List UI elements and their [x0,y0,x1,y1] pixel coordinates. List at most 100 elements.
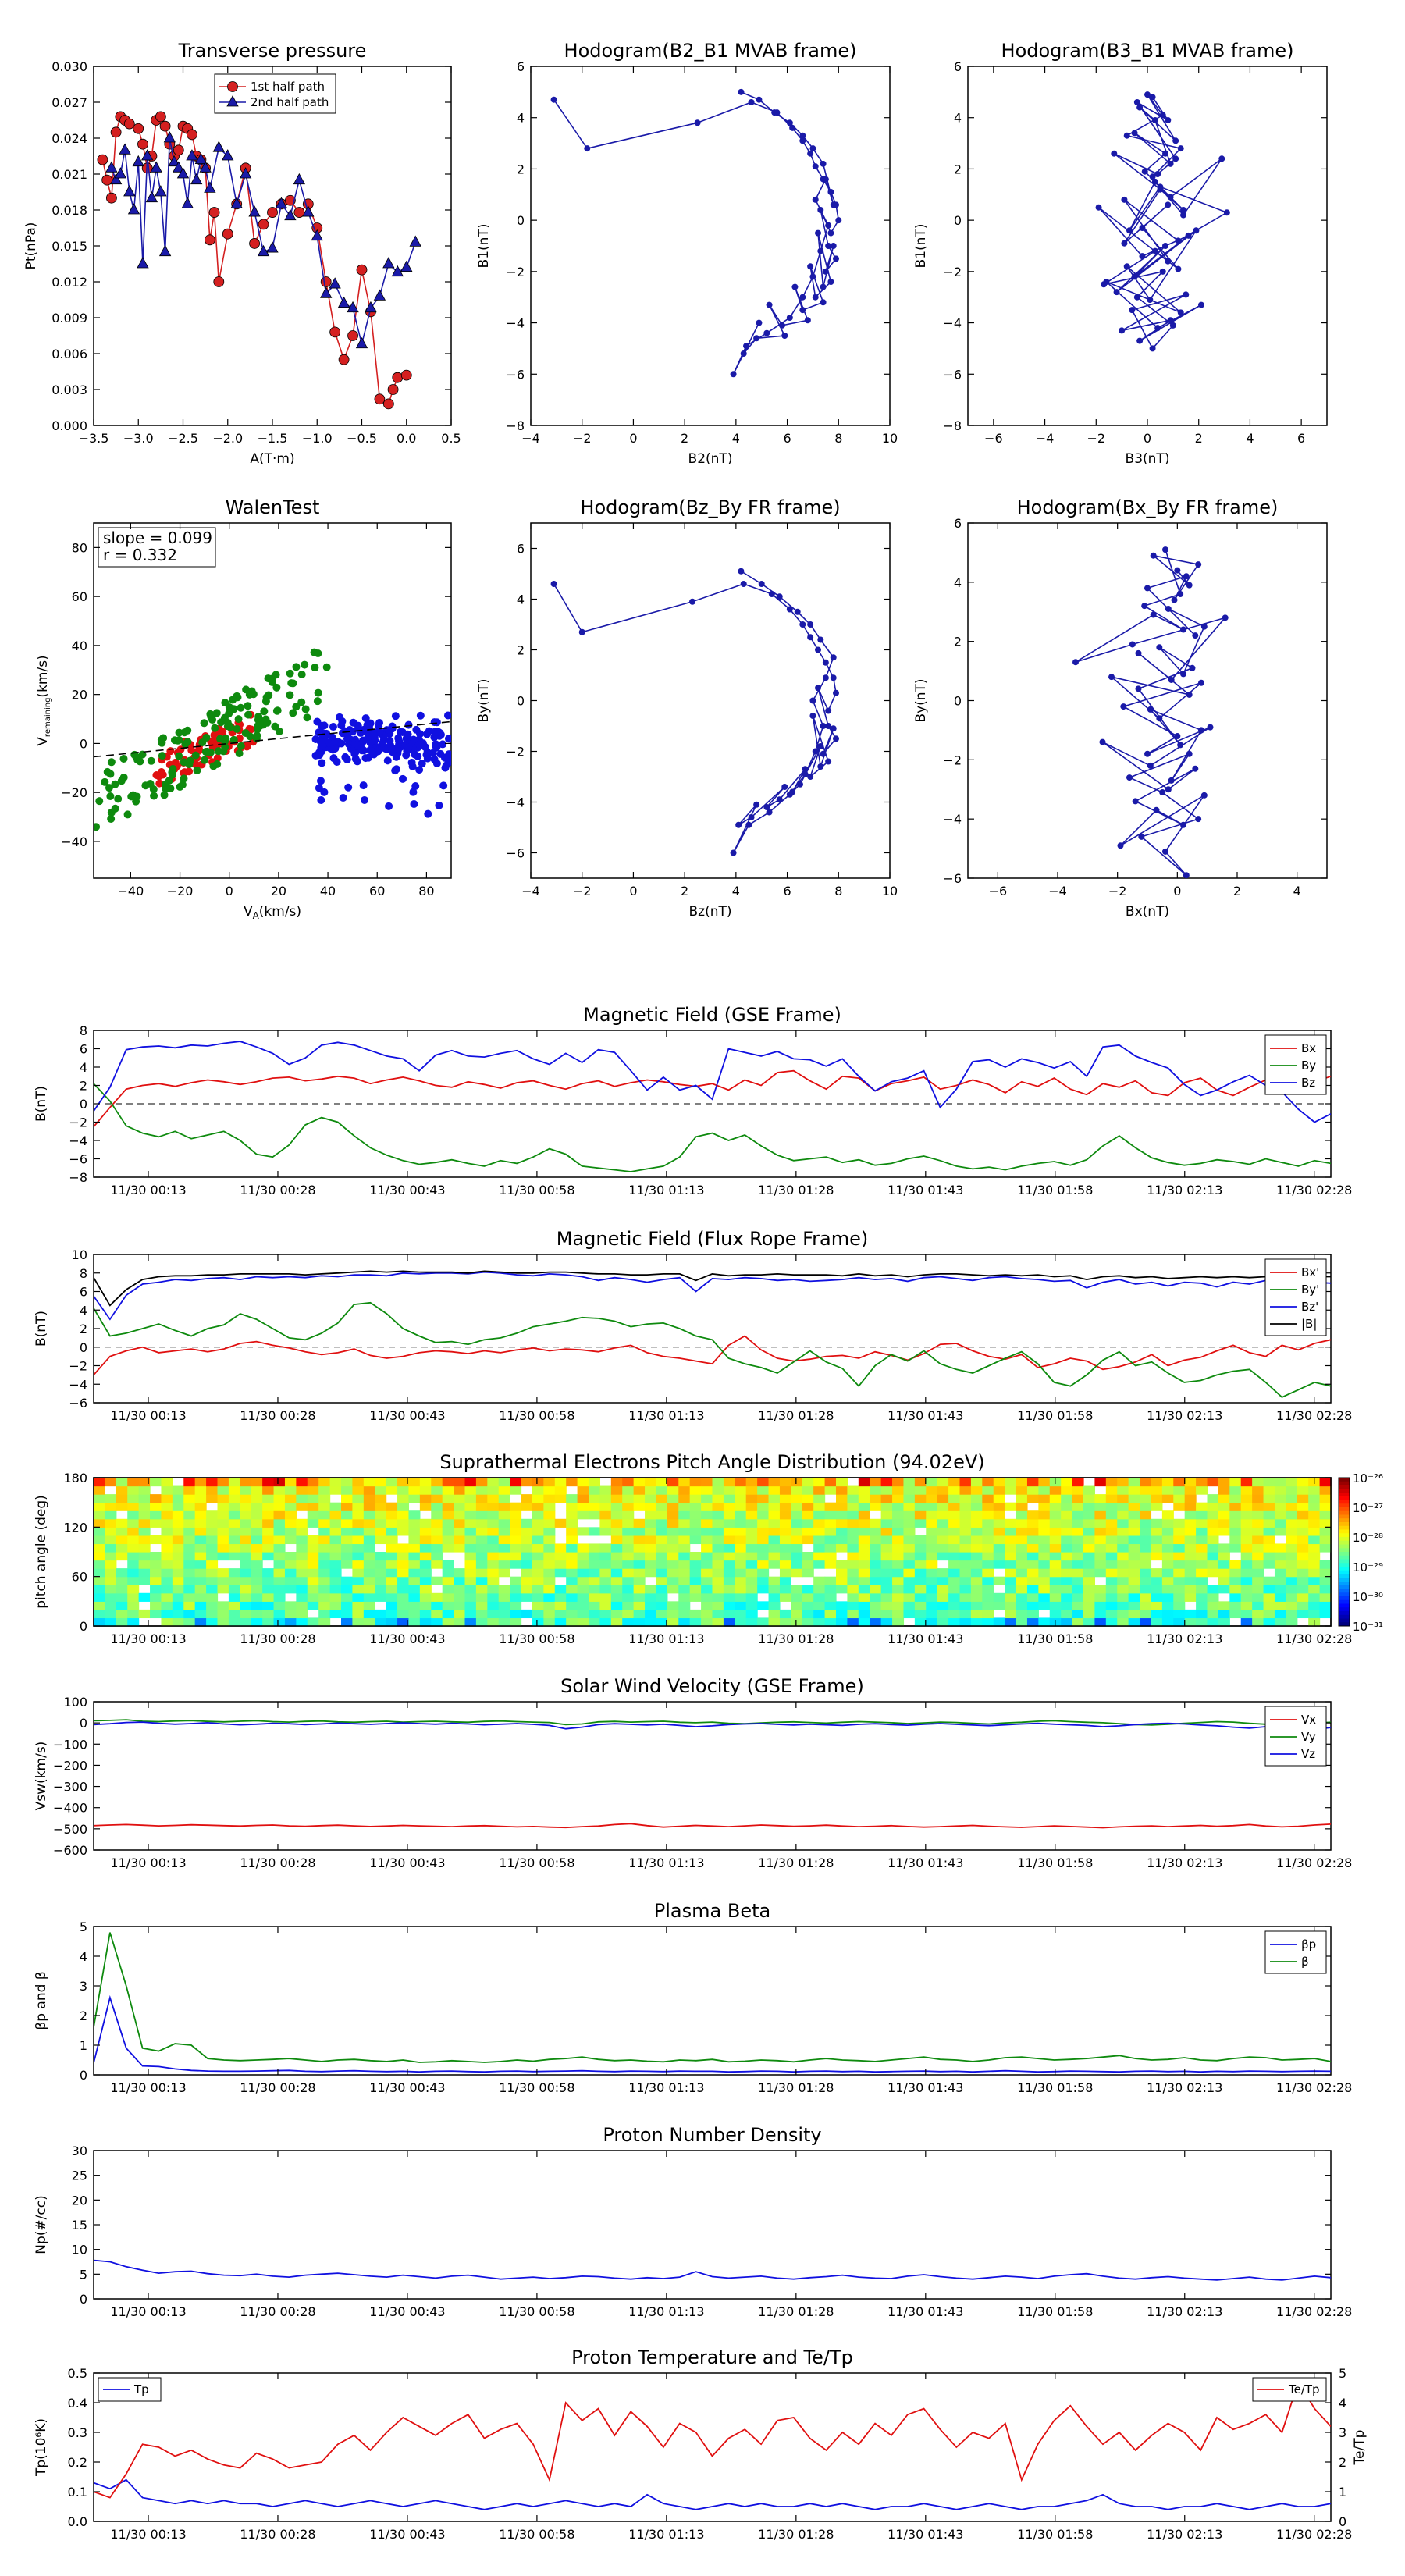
heatmap-cell [251,1535,263,1545]
heatmap-cell [1240,1617,1253,1627]
heatmap-cell [161,1592,173,1602]
y-tick-label: 0 [517,213,525,228]
heatmap-cell [194,1535,207,1545]
heatmap-cell [1263,1494,1275,1503]
heatmap-cell [982,1552,994,1561]
ts_v-title: Solar Wind Velocity (GSE Frame) [560,1675,864,1697]
y-tick-label: −2 [943,265,962,279]
y-tick-label: 100 [63,1695,87,1710]
data-point [237,703,245,712]
heatmap-cell [94,1601,106,1610]
heatmap-cell [970,1601,983,1610]
heatmap-cell [1297,1609,1309,1619]
heatmap-cell [577,1478,589,1487]
heatmap-cell [779,1518,791,1528]
data-point [212,141,225,152]
heatmap-cell [284,1552,297,1561]
heatmap-cell [1161,1535,1174,1545]
data-point [369,731,378,739]
heatmap-cell [1140,1601,1152,1610]
heatmap-cell [1038,1617,1051,1627]
data-point [830,654,837,661]
colorbar-step [1339,1559,1350,1564]
colorbar-step [1339,1552,1350,1557]
data-point [817,743,824,749]
data-point [1159,112,1166,119]
heatmap-cell [689,1494,702,1503]
data-point [1139,253,1146,260]
heatmap-cell [161,1478,173,1487]
h1-x-label: B2(nT) [688,451,733,467]
h2-x-ticks: −6 −4 −2 0 2 4 6 [984,66,1305,446]
heatmap-cell [566,1609,578,1619]
heatmap-cell [521,1543,533,1553]
colorbar-step [1339,1611,1350,1616]
data-point [1113,289,1120,296]
y-tick-label: 0 [80,736,87,751]
heatmap-cell [656,1617,668,1627]
heatmap-cell [1049,1609,1062,1619]
data-point [1123,132,1130,139]
heatmap-cell [1105,1502,1118,1511]
data-point [302,205,315,217]
heatmap-cell [678,1560,691,1569]
heatmap-cell [678,1518,691,1528]
heatmap-cell [993,1510,1005,1520]
data-point [1136,104,1144,111]
heatmap-cell [610,1535,623,1545]
data-point [418,760,426,768]
heatmap-cell [622,1494,635,1503]
heatmap-cell [408,1592,421,1602]
data-point [166,747,175,756]
x-tick-label: −3.5 [79,431,109,446]
heatmap-cell [454,1568,466,1578]
heatmap-cell [464,1576,477,1585]
data-point [266,241,279,253]
h4-series-0 [1072,546,1229,878]
heatmap-cell [948,1502,961,1511]
heatmap-cell [352,1592,365,1602]
heatmap-cell [454,1494,466,1503]
h1-y-label: B1(nT) [476,224,492,269]
data-point [763,804,770,810]
legend-label: 2nd half path [251,95,329,109]
heatmap-cell [296,1568,308,1578]
y-label-subscript: remaining [44,698,52,738]
heatmap-cell [532,1543,544,1553]
heatmap-cell [926,1494,938,1503]
data-point [802,766,809,773]
data-point [781,784,788,790]
heatmap-cell [566,1518,578,1528]
heatmap-cell [464,1478,477,1487]
annotation-line: slope = 0.099 [103,528,212,547]
heatmap-cell [1038,1478,1051,1487]
heatmap-cell [1319,1535,1332,1545]
tp-x-label: A(T·m) [250,451,294,467]
heatmap-cell [116,1502,128,1511]
heatmap-cell [745,1543,758,1553]
colorbar-step [1339,1589,1350,1593]
heatmap-cell [1173,1502,1186,1511]
heatmap-cell [251,1502,263,1511]
x-tick-label: −6 [989,884,1008,898]
y-tick-label: 0.009 [52,311,87,326]
heatmap-cell [183,1510,196,1520]
heatmap-cell [1016,1535,1028,1545]
heatmap-cell [1184,1568,1197,1578]
y-tick-label: 4 [517,592,525,607]
heatmap-cell [138,1560,151,1569]
data-point [361,714,370,723]
heatmap-cell [341,1502,354,1511]
legend-label: Bz [1301,1076,1315,1090]
heatmap-cell [262,1576,275,1585]
heatmap-cell [903,1568,916,1578]
data-point [361,754,370,763]
heatmap-cell [1240,1543,1253,1553]
heatmap-cell [341,1535,354,1545]
heatmap-cell [183,1485,196,1495]
heatmap-cell [1140,1543,1152,1553]
heatmap-cell [847,1560,859,1569]
heatmap-cell [1229,1601,1242,1610]
heatmap-cell [892,1552,905,1561]
heatmap-cell [161,1502,173,1511]
